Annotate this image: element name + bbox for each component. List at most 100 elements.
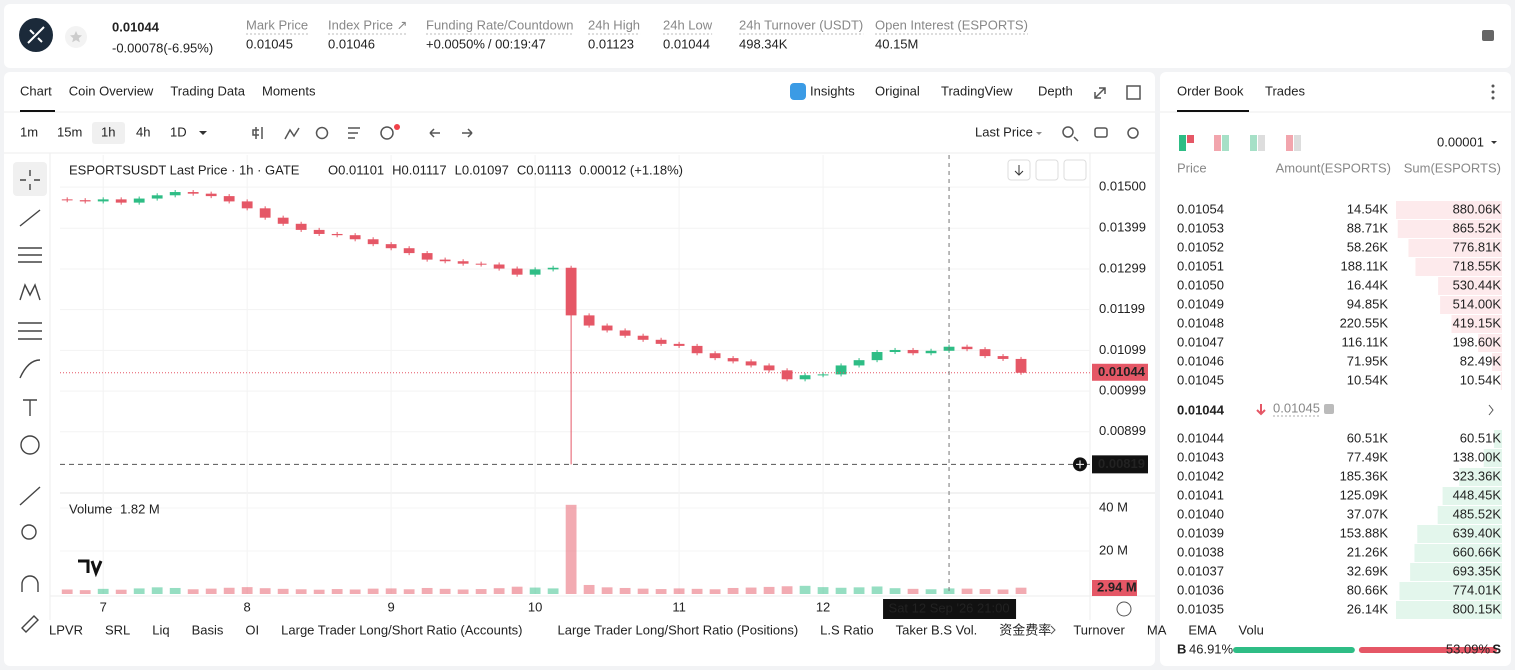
replay-icon[interactable] [315, 126, 329, 140]
window-icon[interactable] [1126, 85, 1141, 100]
book-amount: 26.14K [1347, 601, 1389, 616]
view-tab[interactable]: Insights [810, 83, 855, 98]
stat-value: 0.01045 [246, 36, 293, 51]
indicator-tab[interactable]: MA [1147, 622, 1167, 637]
view-tab[interactable]: TradingView [941, 83, 1013, 98]
volume-tick-label: 40 M [1099, 499, 1128, 514]
chart-button[interactable] [1063, 159, 1087, 181]
indicator-tab[interactable]: Volu [1239, 622, 1264, 637]
settings-icon[interactable] [1482, 30, 1494, 41]
book-tab[interactable]: Trades [1265, 83, 1305, 98]
ruler-tool[interactable] [19, 486, 41, 506]
book-amount: 16.44K [1347, 277, 1389, 292]
indicator-tab[interactable]: EMA [1188, 622, 1217, 637]
camera-icon[interactable] [1094, 127, 1108, 138]
volume-bar [691, 588, 703, 594]
chart-tab[interactable]: Coin Overview [69, 83, 154, 98]
book-tab[interactable]: Order Book [1177, 83, 1244, 98]
price-type[interactable]: Last Price [975, 124, 1033, 139]
text-tool[interactable] [23, 399, 37, 416]
indicator-tab[interactable]: Large Trader Long/Short Ratio (Positions… [558, 622, 799, 637]
zoom-tool[interactable] [21, 524, 37, 540]
column-header: Sum(ESPORTS) [1404, 160, 1501, 175]
redo-icon[interactable] [462, 128, 473, 138]
settings-icon[interactable] [1116, 601, 1132, 617]
volume-bar [277, 588, 289, 594]
volume-bar [97, 588, 109, 594]
crosshair-tool[interactable] [20, 170, 40, 190]
brush-tool[interactable] [19, 359, 41, 379]
candle-body [79, 200, 91, 202]
stat-label: Index Price ↗ [328, 17, 408, 32]
template-icon[interactable] [348, 127, 360, 139]
chart-tab[interactable]: Moments [262, 83, 316, 98]
indicator-tab[interactable]: L.S Ratio [820, 622, 873, 637]
indicator-icon[interactable] [284, 127, 300, 140]
chart-button[interactable] [1035, 159, 1059, 181]
indicator-tab[interactable]: Liq [152, 622, 169, 637]
interval[interactable]: 4h [136, 124, 150, 139]
legend-key: O [328, 162, 338, 177]
candle-body [529, 269, 541, 275]
book-sum: 323.36K [1453, 468, 1502, 483]
book-amount: 125.09K [1340, 487, 1389, 502]
interval[interactable]: 15m [57, 124, 82, 139]
more-arrow[interactable] [1488, 404, 1494, 416]
magnet-tool[interactable] [21, 575, 39, 592]
chart-tab[interactable]: Trading Data [170, 83, 245, 98]
candle-body [151, 195, 163, 199]
indicator-tab[interactable]: Basis [192, 622, 224, 637]
candle-body [187, 192, 199, 194]
interval[interactable]: 1m [20, 124, 38, 139]
book-sum: 639.40K [1453, 525, 1502, 540]
tool-selected [13, 162, 47, 196]
undo-icon[interactable] [429, 128, 440, 138]
interval[interactable]: 1D [170, 124, 187, 139]
legend-key: C [517, 162, 526, 177]
view-tab[interactable]: Original [875, 83, 920, 98]
fib-tool[interactable] [18, 247, 42, 263]
stat-label: 24h High [588, 17, 640, 32]
indicator-tab[interactable]: 资金费率 [999, 622, 1051, 637]
book-amount: 71.95K [1347, 353, 1389, 368]
pencil-tool[interactable] [21, 615, 39, 633]
add-icon[interactable] [380, 126, 394, 140]
candle-icon[interactable] [252, 127, 263, 139]
marker-plus-glyph [1076, 460, 1084, 469]
book-amount: 153.88K [1340, 525, 1389, 540]
legend-value: 0.01097 [462, 162, 509, 177]
gear-icon[interactable] [1127, 127, 1139, 139]
crosshair-box [883, 599, 1017, 619]
pattern-tool[interactable] [19, 283, 41, 301]
book-price: 0.01050 [1177, 277, 1224, 292]
indicator-tab[interactable]: SRL [105, 622, 130, 637]
projection-tool[interactable] [18, 322, 42, 340]
book-price: 0.01041 [1177, 487, 1224, 502]
book-price: 0.01040 [1177, 506, 1224, 521]
candle-body [97, 199, 109, 202]
indicator-tab[interactable]: OI [245, 622, 259, 637]
column-header: Price [1177, 160, 1207, 175]
expand-icon[interactable] [1094, 87, 1106, 99]
tick-size[interactable]: 0.00001 [1437, 134, 1484, 149]
y-tick-label: 0.01099 [1099, 342, 1146, 357]
more-menu[interactable] [1491, 84, 1495, 100]
crosshair-label: Sat 12 Sep '26 21:00 [889, 600, 1010, 615]
view-tab[interactable]: Depth [1038, 83, 1073, 98]
book-price: 0.01035 [1177, 601, 1224, 616]
book-price: 0.01044 [1177, 430, 1224, 445]
line-tool[interactable] [19, 209, 41, 227]
indicator-tab[interactable]: Taker B.S Vol. [896, 622, 978, 637]
volume-bar [439, 588, 451, 594]
indicator-tab[interactable]: LPVR [49, 622, 83, 637]
book-amount: 60.51K [1347, 430, 1389, 445]
search-icon[interactable] [1062, 126, 1074, 138]
chart-tab[interactable]: Chart [20, 83, 52, 98]
emoji-tool[interactable] [20, 435, 40, 455]
indicator-tab[interactable]: Turnover [1073, 622, 1125, 637]
more-arrow[interactable] [1050, 625, 1056, 635]
indicator-tab[interactable]: Large Trader Long/Short Ratio (Accounts) [281, 622, 522, 637]
interval[interactable]: 1h [101, 124, 115, 139]
book-price: 0.01048 [1177, 315, 1224, 330]
volume-bar [583, 584, 595, 594]
